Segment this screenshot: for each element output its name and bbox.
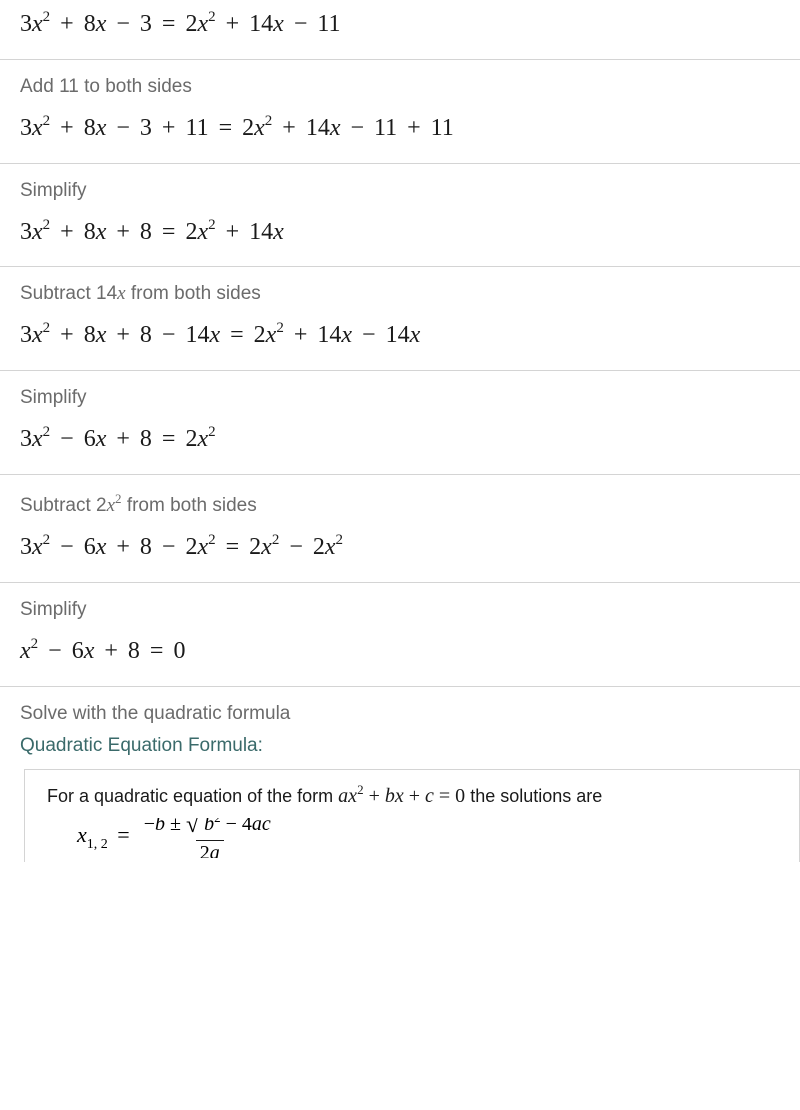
step-label: Add 11 to both sides <box>20 76 780 98</box>
formula-numerator: −b ± √ b2 − 4ac <box>140 818 280 840</box>
solution-step: 3x2 + 8x − 3 = 2x2 + 14x − 11 <box>0 0 800 60</box>
step-equation: 3x2 + 8x − 3 + 11 = 2x2 + 14x − 11 + 11 <box>20 108 780 149</box>
formula-description: For a quadratic equation of the form ax2… <box>47 782 787 808</box>
solution-step: Simplify x2 − 6x + 8 = 0 <box>0 583 800 687</box>
step-label: Subtract 14x from both sides <box>20 283 780 305</box>
solution-step: Add 11 to both sides 3x2 + 8x − 3 + 11 = … <box>0 60 800 164</box>
formula-header: Quadratic Equation Formula: <box>20 735 780 757</box>
solution-step: Simplify 3x2 − 6x + 8 = 2x2 <box>0 371 800 475</box>
solution-step: Simplify 3x2 + 8x + 8 = 2x2 + 14x <box>0 164 800 268</box>
step-equation: 3x2 + 8x + 8 = 2x2 + 14x <box>20 212 780 253</box>
desc-prefix: For a quadratic equation of the form <box>47 786 338 806</box>
step-label: Simplify <box>20 599 780 621</box>
formula-lhs: x1, 2 = <box>77 822 134 853</box>
desc-math: ax2 + bx + c = 0 <box>338 785 465 807</box>
step-label: Solve with the quadratic formula <box>20 703 780 725</box>
step-label: Subtract 2x2 from both sides <box>20 491 780 517</box>
quadratic-formula-section: Solve with the quadratic formula Quadrat… <box>0 687 800 862</box>
solution-step: Subtract 2x2 from both sides 3x2 − 6x + 8… <box>0 475 800 583</box>
step-equation: 3x2 + 8x + 8 − 14x = 2x2 + 14x − 14x <box>20 315 780 356</box>
step-equation: 3x2 − 6x + 8 = 2x2 <box>20 419 780 460</box>
step-equation: 3x2 − 6x + 8 − 2x2 = 2x2 − 2x2 <box>20 527 780 568</box>
formula-box: For a quadratic equation of the form ax2… <box>24 769 800 862</box>
solution-step: Subtract 14x from both sides 3x2 + 8x + 8… <box>0 267 800 371</box>
step-label: Simplify <box>20 387 780 409</box>
quadratic-formula: x1, 2 = −b ± √ b2 − 4ac 2a <box>37 818 787 858</box>
desc-suffix: the solutions are <box>465 786 602 806</box>
solution-steps: 3x2 + 8x − 3 = 2x2 + 14x − 11 Add 11 to b… <box>0 0 800 687</box>
step-equation: 3x2 + 8x − 3 = 2x2 + 14x − 11 <box>20 4 780 45</box>
formula-fraction: −b ± √ b2 − 4ac 2a <box>140 818 280 858</box>
step-label: Simplify <box>20 180 780 202</box>
step-equation: x2 − 6x + 8 = 0 <box>20 631 780 672</box>
formula-denominator: 2a <box>196 840 224 858</box>
